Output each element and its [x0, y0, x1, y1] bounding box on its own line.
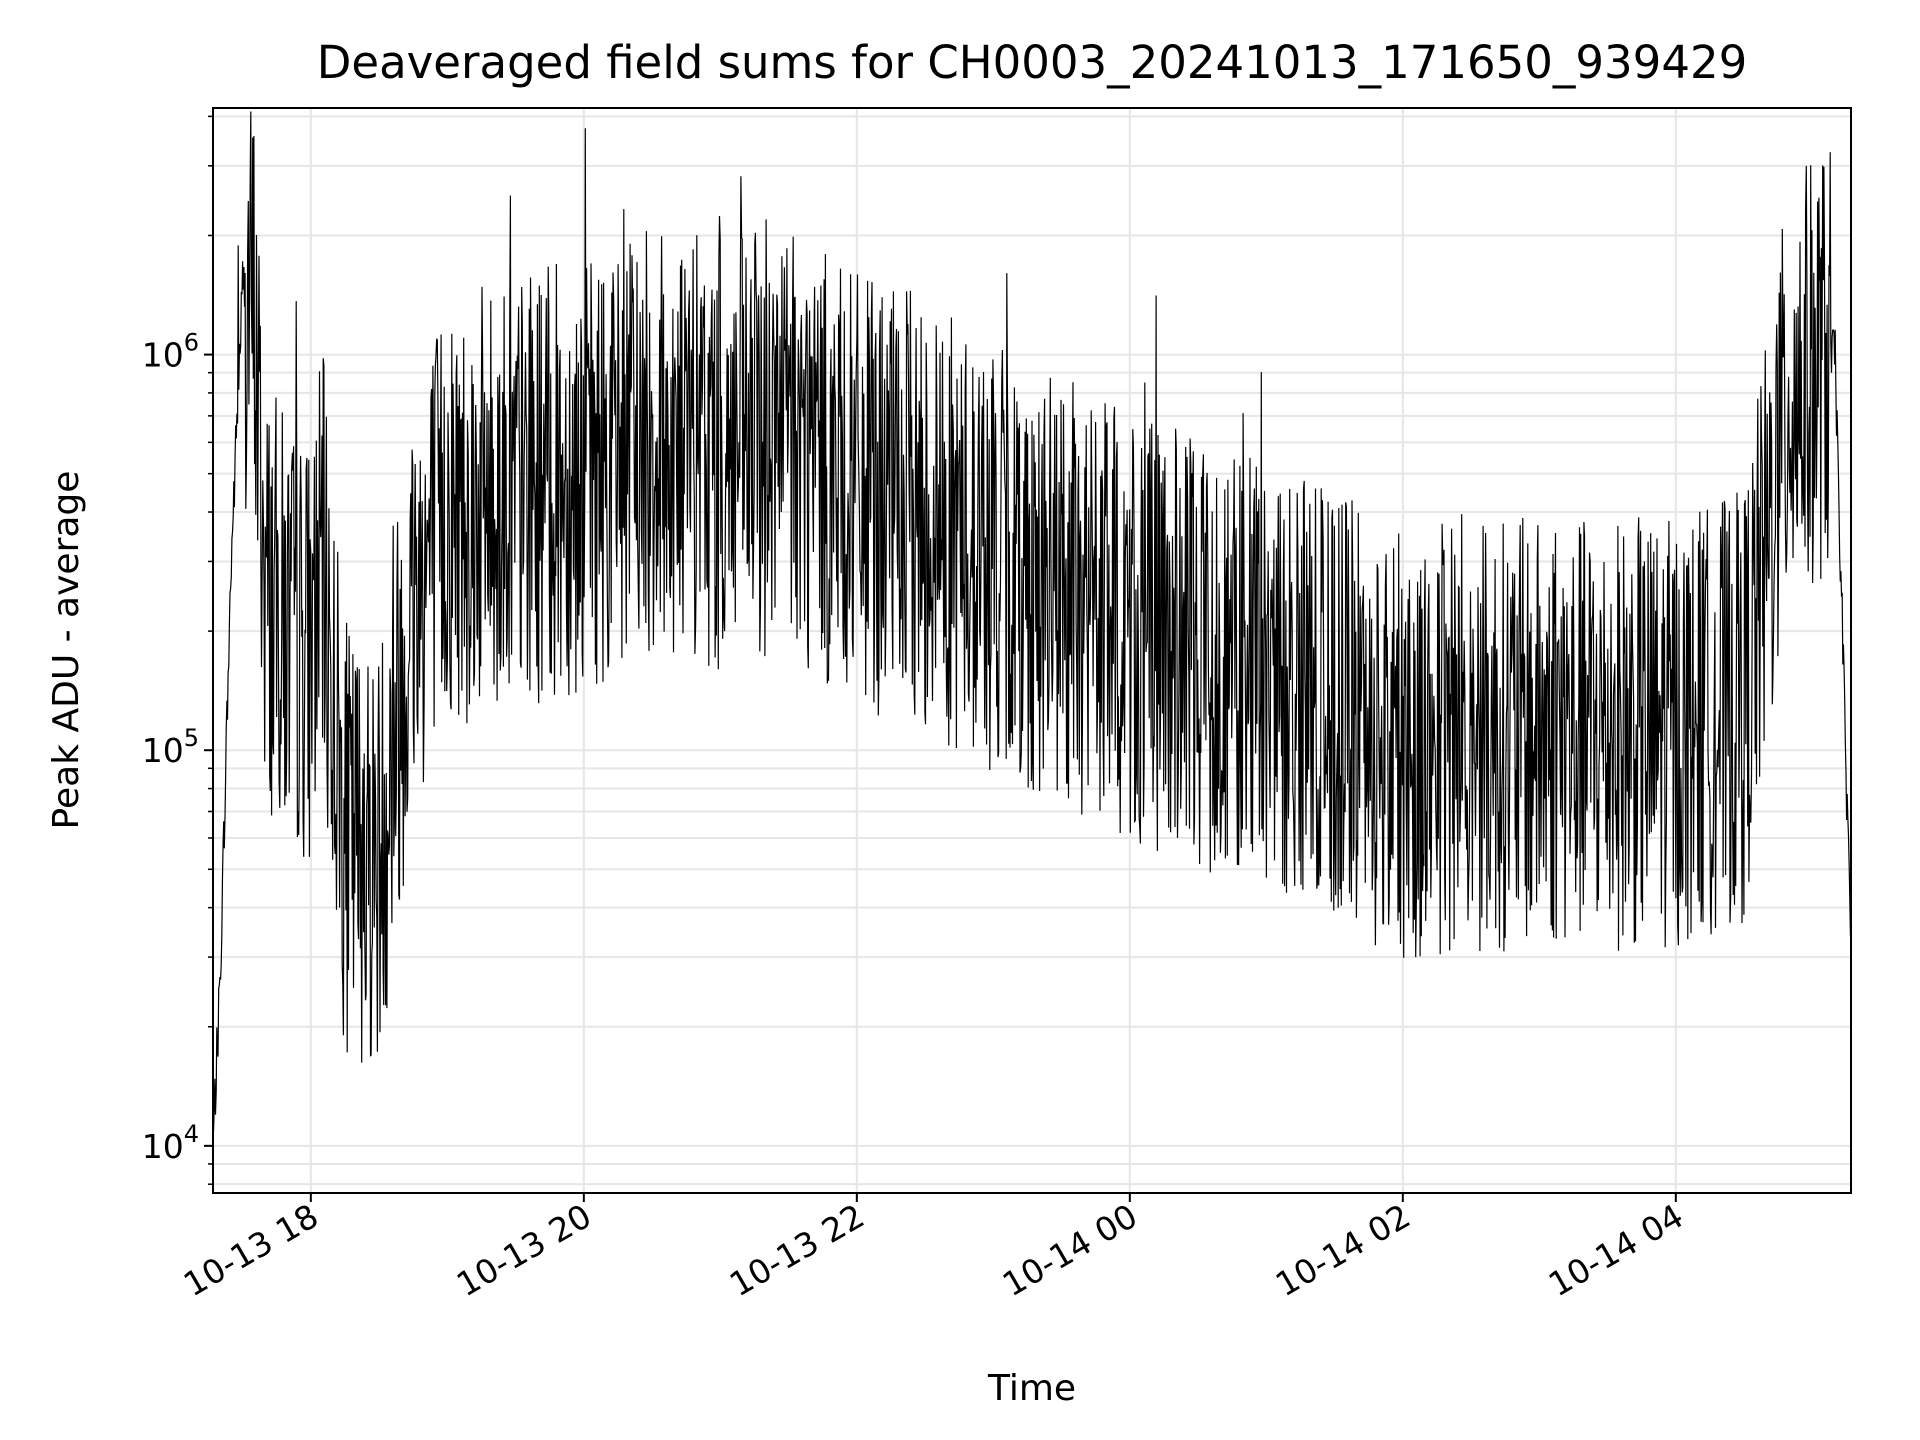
y-tick-label: 104 [142, 1120, 199, 1166]
y-axis-ticks: 104 105 106 [142, 115, 213, 1185]
series-path [212, 111, 1852, 1140]
x-axis-label: Time [987, 1368, 1076, 1409]
series-line [212, 111, 1852, 1140]
y-axis-label: Peak ADU - average [46, 471, 87, 830]
plot-frame [212, 107, 1852, 1194]
chart-title: Deaveraged field sums for CH0003_2024101… [317, 36, 1747, 89]
y-tick-label: 105 [142, 724, 199, 770]
y-tick-label: 106 [142, 329, 199, 375]
